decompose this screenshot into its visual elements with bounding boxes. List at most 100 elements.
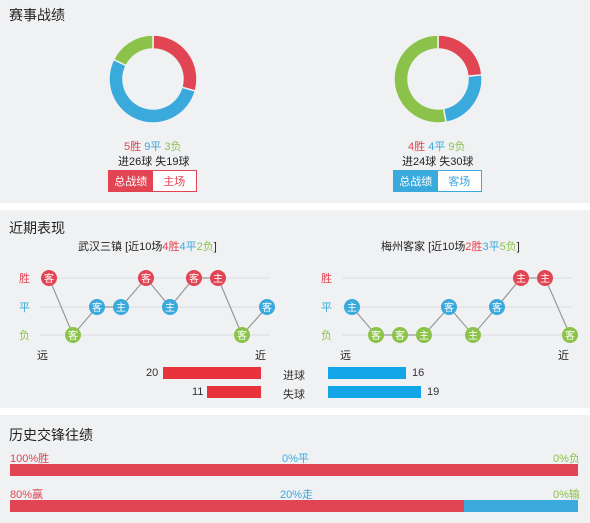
form-marker-5: 客 <box>138 270 154 286</box>
goals-scored-label: 进球 <box>283 370 305 382</box>
form-marker-3: 客 <box>89 299 105 315</box>
svg-text:主: 主 <box>213 273 223 285</box>
form-marker-7: 客 <box>186 270 202 286</box>
left-form-chart: 客 客 客 主 客 主 客 主 客 客 <box>40 270 275 343</box>
left-goals-conceded-bar <box>207 386 261 398</box>
h2h-win-fill <box>10 464 578 476</box>
right-axis-draw: 平 <box>321 302 332 314</box>
form-marker-10: 客 <box>562 327 578 343</box>
right-goals-summary: 进24球 失30球 <box>402 156 474 168</box>
svg-text:客: 客 <box>444 301 454 314</box>
svg-text:主: 主 <box>419 330 429 342</box>
tab-total-record-left[interactable]: 总战绩 <box>109 171 153 191</box>
form-marker-10: 客 <box>259 299 275 315</box>
right-axis-far: 远 <box>340 350 351 362</box>
left-form-bracket-open: [近10场 <box>125 241 163 253</box>
right-record-summary: 4胜 4平 9负 <box>408 138 466 154</box>
left-loss-count: 3负 <box>164 141 182 153</box>
right-record-tabs: 总战绩 客场 <box>393 170 482 192</box>
left-record-donut <box>108 34 198 124</box>
svg-text:客: 客 <box>189 272 199 285</box>
left-goals-summary: 进26球 失19球 <box>118 156 190 168</box>
svg-text:主: 主 <box>116 302 126 314</box>
svg-text:客: 客 <box>141 272 151 285</box>
h2h-handicap-push-pct: 20%走 <box>280 489 314 501</box>
left-donut-loss-slice <box>112 34 154 67</box>
svg-text:客: 客 <box>371 329 381 342</box>
left-axis-loss: 负 <box>19 330 30 342</box>
right-donut-win-slice <box>437 34 483 78</box>
right-axis-loss: 负 <box>321 330 332 342</box>
section-title-head-to-head: 历史交锋往绩 <box>9 427 93 443</box>
right-axis-win: 胜 <box>321 273 332 285</box>
goals-conceded-label: 失球 <box>283 389 305 401</box>
form-marker-9: 客 <box>234 327 250 343</box>
form-marker-1: 主 <box>344 299 360 315</box>
svg-text:客: 客 <box>262 301 272 314</box>
right-form-losses: 5负 <box>499 241 517 253</box>
left-record-summary: 5胜 9平 3负 <box>124 138 182 154</box>
svg-text:主: 主 <box>165 302 175 314</box>
h2h-win-pct: 100%胜 <box>10 453 50 465</box>
left-form-bracket-close: ] <box>213 241 217 253</box>
right-win-count: 4胜 <box>408 141 426 153</box>
svg-text:客: 客 <box>395 329 405 342</box>
h2h-handicap-bar <box>10 500 578 512</box>
right-axis-near: 近 <box>558 350 569 362</box>
left-donut-win-slice <box>152 34 198 92</box>
left-record-tabs: 总战绩 主场 <box>108 170 197 192</box>
right-form-bracket-open: [近10场 <box>428 241 466 253</box>
h2h-result-bar <box>10 464 578 476</box>
form-marker-2: 客 <box>368 327 384 343</box>
svg-text:客: 客 <box>565 329 575 342</box>
left-axis-draw: 平 <box>19 302 30 314</box>
section-title-recent-form: 近期表现 <box>9 220 65 236</box>
right-loss-count: 9负 <box>448 141 466 153</box>
left-goals-conceded-value: 11 <box>192 386 204 398</box>
right-form-draws: 3平 <box>482 241 500 253</box>
left-donut-draw-slice <box>108 58 197 124</box>
h2h-loss-pct: 0%负 <box>553 453 580 465</box>
h2h-handicap-win-fill <box>10 500 465 512</box>
tab-home[interactable]: 主场 <box>163 176 186 188</box>
form-marker-6: 主 <box>465 327 481 343</box>
svg-text:主: 主 <box>516 273 526 285</box>
svg-text:客: 客 <box>68 329 78 342</box>
left-goals-scored-value: 20 <box>146 367 159 379</box>
form-marker-2: 客 <box>65 327 81 343</box>
right-team-form-header: 梅州客家 [近10场2胜3平5负] <box>381 238 520 254</box>
tab-total-record-right[interactable]: 总战绩 <box>394 171 438 191</box>
left-goals-scored-bar <box>163 367 261 379</box>
form-marker-5: 客 <box>441 299 457 315</box>
left-form-wins: 4胜 <box>162 241 180 253</box>
form-marker-7: 客 <box>489 299 505 315</box>
right-donut-draw-slice <box>442 74 483 124</box>
right-draw-count: 4平 <box>428 141 446 153</box>
form-marker-8: 主 <box>210 270 226 286</box>
left-axis-win: 胜 <box>19 273 30 285</box>
left-form-losses: 2负 <box>196 241 214 253</box>
section-divider <box>0 203 590 210</box>
left-form-draws: 4平 <box>179 241 197 253</box>
form-marker-9: 主 <box>537 270 553 286</box>
right-goals-scored-value: 16 <box>412 367 425 379</box>
section-title-record: 赛事战绩 <box>9 7 65 23</box>
form-marker-8: 主 <box>513 270 529 286</box>
svg-text:客: 客 <box>92 301 102 314</box>
right-goals-conceded-value: 19 <box>427 386 440 398</box>
right-form-wins: 2胜 <box>465 241 483 253</box>
right-goals-scored-bar <box>328 367 406 379</box>
h2h-handicap-win-pct: 80%赢 <box>10 489 44 501</box>
left-axis-far: 远 <box>37 350 48 362</box>
right-donut-loss-slice <box>393 34 447 124</box>
right-form-chart: 主 客 客 主 客 主 客 主 主 客 <box>342 270 578 343</box>
right-form-bracket-close: ] <box>516 241 520 253</box>
form-marker-4: 主 <box>416 327 432 343</box>
h2h-handicap-loss-pct: 0%输 <box>553 489 580 501</box>
svg-text:客: 客 <box>237 329 247 342</box>
svg-text:主: 主 <box>540 273 550 285</box>
svg-text:客: 客 <box>44 272 54 285</box>
form-marker-1: 客 <box>41 270 57 286</box>
tab-away[interactable]: 客场 <box>448 176 471 188</box>
svg-text:主: 主 <box>347 302 357 314</box>
